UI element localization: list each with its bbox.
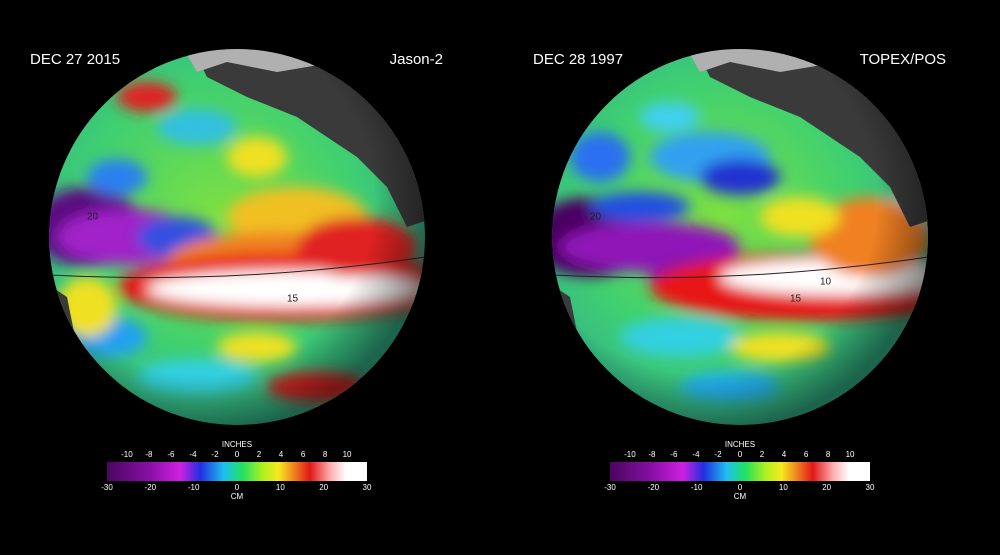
cm-tick-label: 0 <box>235 483 240 492</box>
contour-label: 15 <box>287 294 299 305</box>
inch-tick-label: -4 <box>189 450 197 459</box>
satellite-label: TOPEX/POS <box>860 51 946 68</box>
inch-tick-label: 8 <box>323 450 328 459</box>
inch-tick-label: -10 <box>624 450 636 459</box>
colorbar <box>107 462 367 481</box>
colorbar-top-label: INCHES <box>222 440 252 449</box>
inch-tick-label: 4 <box>279 450 284 459</box>
inch-tick-label: -8 <box>145 450 153 459</box>
contour-label: 20 <box>590 212 602 223</box>
cm-tick-label: -30 <box>604 483 616 492</box>
inch-tick-label: 2 <box>257 450 262 459</box>
inch-tick-label: 8 <box>826 450 831 459</box>
contour-label: 15 <box>790 294 802 305</box>
inch-tick-label: -6 <box>670 450 678 459</box>
date-label: DEC 28 1997 <box>533 51 623 68</box>
cm-tick-label: 30 <box>866 483 875 492</box>
inch-tick-label: 10 <box>846 450 855 459</box>
inch-tick-label: -4 <box>692 450 700 459</box>
date-label: DEC 27 2015 <box>30 51 120 68</box>
contour-label: 10 <box>820 277 832 288</box>
cm-tick-label: 20 <box>319 483 328 492</box>
colorbar-bottom-label: CM <box>231 492 244 501</box>
cm-tick-label: 0 <box>738 483 743 492</box>
cm-tick-label: 20 <box>822 483 831 492</box>
globe <box>552 49 928 425</box>
cm-tick-label: 30 <box>363 483 372 492</box>
inch-tick-label: 10 <box>343 450 352 459</box>
satellite-label: Jason-2 <box>390 51 443 68</box>
inch-tick-label: 6 <box>804 450 809 459</box>
globe <box>49 49 425 425</box>
cm-tick-label: 10 <box>276 483 285 492</box>
inch-tick-label: -6 <box>167 450 175 459</box>
cm-tick-label: -20 <box>648 483 660 492</box>
inch-tick-label: -10 <box>121 450 133 459</box>
inch-tick-label: 6 <box>301 450 306 459</box>
globe-shade <box>552 49 928 425</box>
colorbar-bottom-label: CM <box>734 492 747 501</box>
cm-tick-label: -10 <box>188 483 200 492</box>
inch-tick-label: 0 <box>235 450 240 459</box>
inch-tick-label: 0 <box>738 450 743 459</box>
cm-tick-label: -10 <box>691 483 703 492</box>
inch-tick-label: 2 <box>760 450 765 459</box>
inch-tick-label: -2 <box>211 450 219 459</box>
contour-label: 20 <box>87 212 99 223</box>
inch-tick-label: 4 <box>782 450 787 459</box>
cm-tick-label: -30 <box>101 483 113 492</box>
globe-shade <box>49 49 425 425</box>
inch-tick-label: -2 <box>714 450 722 459</box>
cm-tick-label: -20 <box>145 483 157 492</box>
colorbar <box>610 462 870 481</box>
cm-tick-label: 10 <box>779 483 788 492</box>
inch-tick-label: -8 <box>648 450 656 459</box>
colorbar-top-label: INCHES <box>725 440 755 449</box>
